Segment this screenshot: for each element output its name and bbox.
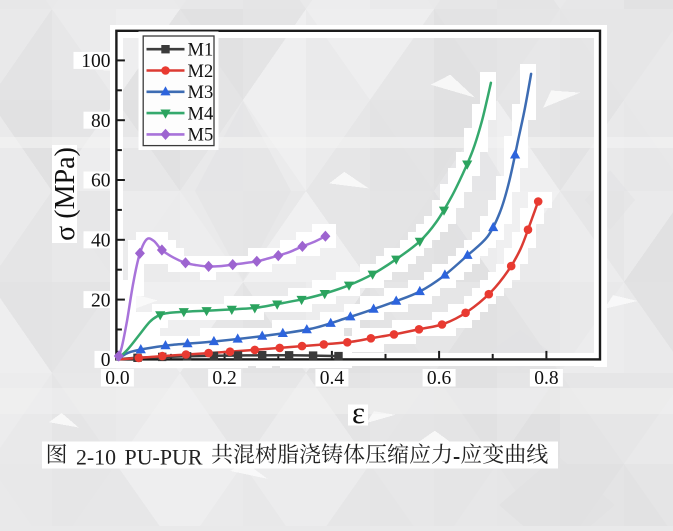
svg-text:M1: M1 xyxy=(188,41,214,61)
svg-text:σ (MPa): σ (MPa) xyxy=(50,147,81,241)
svg-text:2-10: 2-10 xyxy=(76,445,116,470)
svg-text:M2: M2 xyxy=(188,62,214,82)
svg-text:0.0: 0.0 xyxy=(105,368,129,389)
svg-text:M3: M3 xyxy=(188,83,214,103)
svg-text:PU-PUR: PU-PUR xyxy=(125,445,203,470)
svg-text:80: 80 xyxy=(91,111,111,132)
svg-text:0.8: 0.8 xyxy=(534,368,558,389)
svg-text:0.4: 0.4 xyxy=(320,368,345,389)
svg-text:M4: M4 xyxy=(188,104,214,124)
svg-text:0.2: 0.2 xyxy=(212,368,236,389)
svg-text:100: 100 xyxy=(81,51,110,72)
svg-text:M5: M5 xyxy=(188,126,214,146)
svg-text:0.6: 0.6 xyxy=(427,368,452,389)
svg-text:ε: ε xyxy=(352,395,365,430)
svg-text:40: 40 xyxy=(91,231,111,252)
svg-text:0: 0 xyxy=(101,350,111,371)
svg-text:60: 60 xyxy=(91,171,111,192)
svg-text:20: 20 xyxy=(91,290,111,311)
